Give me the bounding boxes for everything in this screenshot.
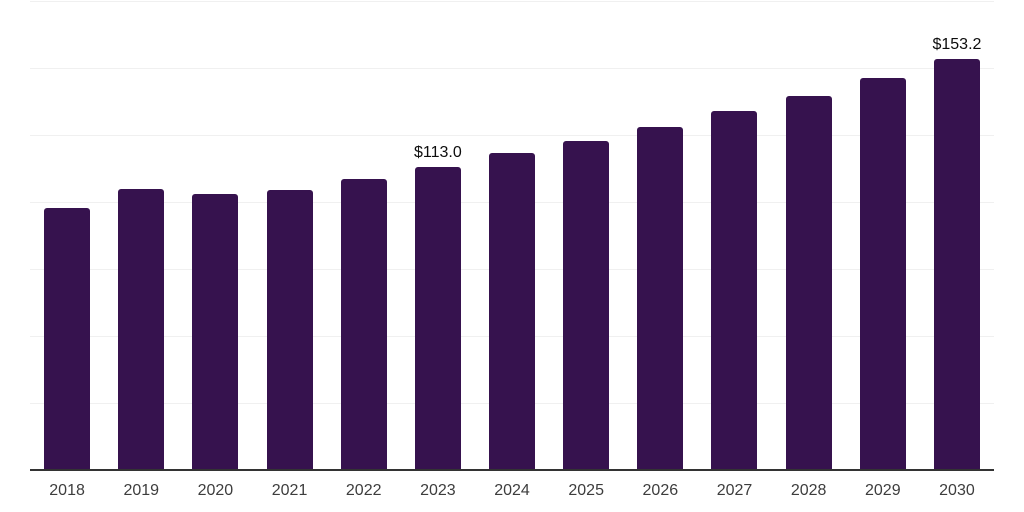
x-tick-label: 2021 xyxy=(271,482,308,499)
x-tick-label: 2024 xyxy=(494,482,530,499)
x-tick-label: 2023 xyxy=(420,482,456,499)
bar xyxy=(711,111,758,470)
bar xyxy=(933,59,980,470)
bar-column xyxy=(327,0,401,470)
plot-area: $113.0 $153.2 xyxy=(30,0,994,470)
bar xyxy=(44,208,91,470)
x-tick-label: 2022 xyxy=(345,482,382,499)
x-tick-label: 2029 xyxy=(865,482,901,499)
bar-column xyxy=(846,0,920,470)
bar-column xyxy=(623,0,697,470)
gridline xyxy=(30,1,994,2)
x-tick-label: 2020 xyxy=(197,482,234,499)
bar-column xyxy=(475,0,549,470)
bar-column xyxy=(697,0,771,470)
x-tick-label: 2026 xyxy=(642,482,679,499)
bar xyxy=(266,190,313,470)
bar xyxy=(563,141,610,470)
gridline xyxy=(30,68,994,69)
bar-column: $113.0 xyxy=(401,0,475,470)
bar xyxy=(414,167,461,470)
x-tick-label: 2025 xyxy=(568,482,604,499)
bar xyxy=(785,96,832,470)
x-tick-label: 2027 xyxy=(716,482,753,499)
bar xyxy=(118,189,165,470)
x-axis-line xyxy=(30,469,994,471)
bar-column xyxy=(549,0,623,470)
bar xyxy=(489,153,536,470)
bar xyxy=(340,179,387,470)
x-tick-label: 2018 xyxy=(49,482,85,499)
bar-value-label: $113.0 xyxy=(413,144,462,161)
bar-column xyxy=(772,0,846,470)
x-tick-label: 2028 xyxy=(790,482,827,499)
bar xyxy=(192,194,239,470)
bar-value-label: $153.2 xyxy=(932,36,982,53)
gridline xyxy=(30,135,994,136)
bar xyxy=(637,127,684,470)
bar-column xyxy=(104,0,178,470)
x-tick-label: 2030 xyxy=(939,482,975,499)
x-axis-tick-labels: 2018 2019 2020 2021 2022 2023 2024 2025 2026 2027… xyxy=(30,482,994,500)
x-tick-label: 2019 xyxy=(123,482,160,499)
bar xyxy=(859,78,906,470)
bar-column xyxy=(30,0,104,470)
bar-column xyxy=(252,0,326,470)
bar-column xyxy=(178,0,252,470)
bar-columns: $113.0 $153.2 xyxy=(30,0,994,470)
bar-column: $153.2 xyxy=(920,0,994,470)
